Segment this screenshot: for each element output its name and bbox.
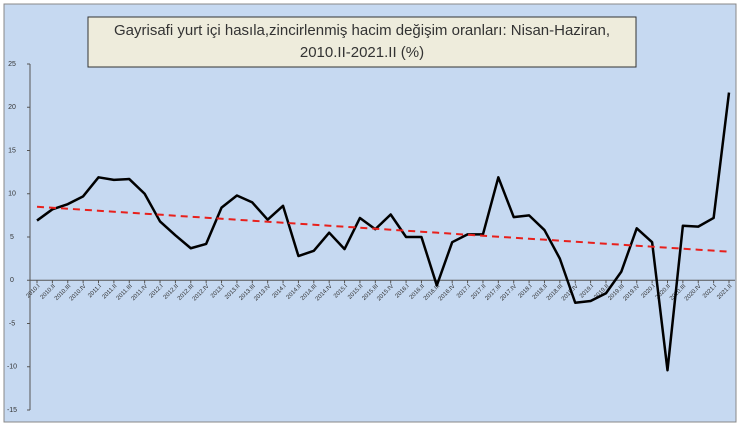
y-tick-label: 15 bbox=[8, 147, 16, 154]
title-box bbox=[87, 16, 637, 68]
y-tick-label: -10 bbox=[7, 364, 17, 371]
y-tick-label: 0 bbox=[10, 277, 14, 284]
data-line bbox=[36, 92, 731, 372]
chart-title: 2010.II-2021.II (%) bbox=[300, 44, 424, 61]
y-tick-label: 5 bbox=[10, 234, 14, 241]
trend-line bbox=[36, 205, 730, 253]
y-tick-label: -5 bbox=[9, 320, 15, 327]
chart-title: Gayrisafi yurt içi hasıla,zincirlenmiş h… bbox=[114, 22, 610, 39]
y-tick-label: 20 bbox=[8, 104, 16, 111]
y-tick-label: 10 bbox=[8, 191, 16, 198]
y-tick-label: -15 bbox=[7, 407, 17, 414]
y-tick-label: 25 bbox=[8, 61, 16, 68]
